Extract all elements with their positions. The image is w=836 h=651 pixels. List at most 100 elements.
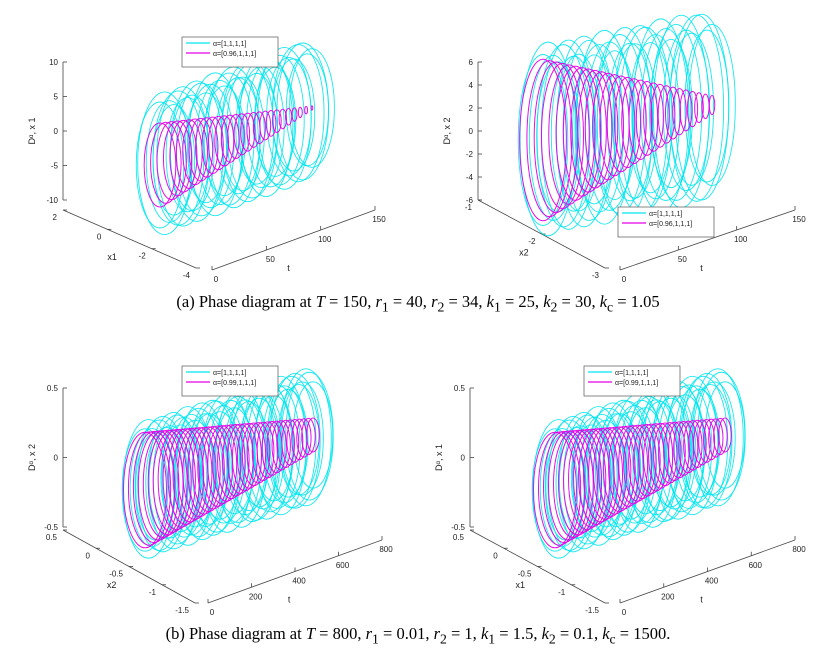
caption-a-k1: k — [486, 292, 494, 311]
z-axis-label: Dᵅ, x 1 — [434, 444, 444, 471]
legend-entry: α=[0.96,1,1,1] — [649, 221, 692, 228]
series-1-loop — [672, 88, 687, 136]
z-tick-label: 0.5 — [454, 384, 466, 393]
z-axis-label: Dᵅ, x 2 — [442, 118, 452, 145]
legend-entry: α=[0.99,1,1,1] — [615, 380, 658, 387]
series-0-loop — [631, 34, 680, 200]
series-0-loop — [129, 428, 175, 548]
series-1-loop — [577, 69, 613, 189]
caption-a: (a) Phase diagram at T = 150, r1 = 40, r… — [0, 292, 836, 315]
caption-b-r1-value: = 0.01, — [378, 624, 434, 643]
series-1-trajectory — [519, 58, 716, 222]
series-0-loop — [121, 428, 169, 552]
caption-b: (b) Phase diagram at T = 800, r1 = 0.01,… — [0, 624, 836, 647]
y-axis-line — [62, 209, 197, 269]
series-0-loop — [289, 48, 335, 168]
series-0-loop — [684, 29, 730, 183]
series-1-loop — [214, 115, 235, 167]
series-1-loop — [713, 417, 728, 456]
series-1-loop — [188, 117, 214, 182]
panel-b-right: 0.5 0 -0.5 Dᵅ, x 1 0 200 400 600 800 t 0.5 0 -0.5 -1 -… — [434, 365, 806, 617]
z-tick-label: -10 — [46, 196, 58, 205]
series-1-loop — [177, 427, 213, 520]
z-axis-label: Dᵅ, x 2 — [27, 444, 37, 471]
series-1-loop — [152, 429, 192, 533]
series-1-loop — [562, 67, 602, 197]
series-1-loop — [207, 425, 238, 505]
t-tick-label: 0 — [622, 608, 627, 617]
series-1-loop — [592, 72, 624, 181]
series-1-loop — [679, 89, 693, 132]
series-1-loop — [127, 431, 172, 546]
series-0-loop — [536, 44, 591, 228]
z-tick-label: 0.5 — [47, 384, 59, 393]
series-1-loop — [628, 79, 653, 160]
legend: α=[1,1,1,1] α=[0.96,1,1,1] — [617, 206, 715, 238]
series-1-loop — [246, 422, 271, 484]
series-1-loop — [583, 427, 619, 523]
y-tick-label: 0.5 — [46, 533, 58, 542]
caption-a-r1: r — [375, 292, 382, 311]
z-tick-label: 10 — [49, 58, 58, 67]
series-1-loop — [650, 83, 670, 148]
series-1-loop — [281, 419, 300, 466]
t-tick-label: 400 — [292, 577, 306, 586]
legend: α=[1,1,1,1] α=[0.99,1,1,1] — [583, 365, 681, 397]
t-tick-label: 100 — [318, 235, 332, 244]
t-tick-label: 200 — [661, 592, 675, 601]
series-1-loop — [156, 121, 187, 201]
series-1-loop — [543, 430, 586, 544]
z-tick-label: -4 — [466, 173, 474, 182]
t-tick-label: 0 — [210, 608, 215, 617]
caption-a-T: T — [315, 292, 325, 311]
series-1-loop — [568, 429, 607, 531]
series-1-loop — [265, 110, 277, 137]
series-1-loop — [297, 106, 303, 119]
series-1-loop — [306, 417, 320, 453]
series-1-loop — [635, 81, 659, 156]
t-axis-label: t — [700, 595, 703, 605]
series-1-loop — [683, 420, 703, 471]
legend-entry: α=[0.96,1,1,1] — [213, 51, 256, 58]
series-1-loop — [233, 113, 251, 156]
series-1-loop — [182, 427, 217, 518]
series-1-loop — [573, 428, 611, 528]
series-1-loop — [558, 429, 598, 536]
series-1-loop — [182, 118, 208, 186]
series-1-loop — [278, 108, 287, 130]
caption-a-T-value: = 150, — [324, 292, 376, 311]
caption-a-k1-value: = 25, — [500, 292, 544, 311]
legend: α=[1,1,1,1] α=[0.96,1,1,1] — [181, 36, 279, 68]
caption-b-k2-value: = 0.1, — [555, 624, 603, 643]
caption-a-kc-value: = 1.05 — [613, 292, 660, 311]
series-0-loop — [174, 407, 223, 538]
t-axis-label: t — [288, 595, 291, 605]
series-1-loop — [276, 419, 296, 469]
series-1-loop — [201, 116, 224, 174]
series-1-loop — [192, 426, 225, 513]
series-1-loop — [621, 78, 647, 165]
series-1-loop — [541, 62, 584, 209]
caption-a-r1-sub: 1 — [381, 299, 389, 315]
series-1-loop — [252, 111, 266, 145]
y-tick-label: -1 — [465, 203, 473, 212]
series-0-loop — [669, 14, 725, 202]
series-0-loop — [681, 373, 733, 509]
series-1-loop — [553, 430, 594, 538]
y-tick-label: -3 — [592, 271, 600, 280]
series-1-loop — [197, 425, 229, 510]
series-0-loop — [547, 415, 599, 553]
series-1-loop — [271, 420, 291, 471]
y-tick-label: 2 — [53, 213, 58, 222]
series-1-loop — [296, 418, 312, 458]
caption-b-kc-value: = 1500. — [615, 624, 671, 643]
y-axis-label: x1 — [107, 252, 117, 262]
caption-b-r1-sub: 1 — [372, 631, 379, 647]
series-1-loop — [708, 95, 716, 115]
legend-box — [181, 365, 279, 397]
series-1-loop — [259, 110, 272, 141]
series-1-loop — [162, 428, 201, 528]
